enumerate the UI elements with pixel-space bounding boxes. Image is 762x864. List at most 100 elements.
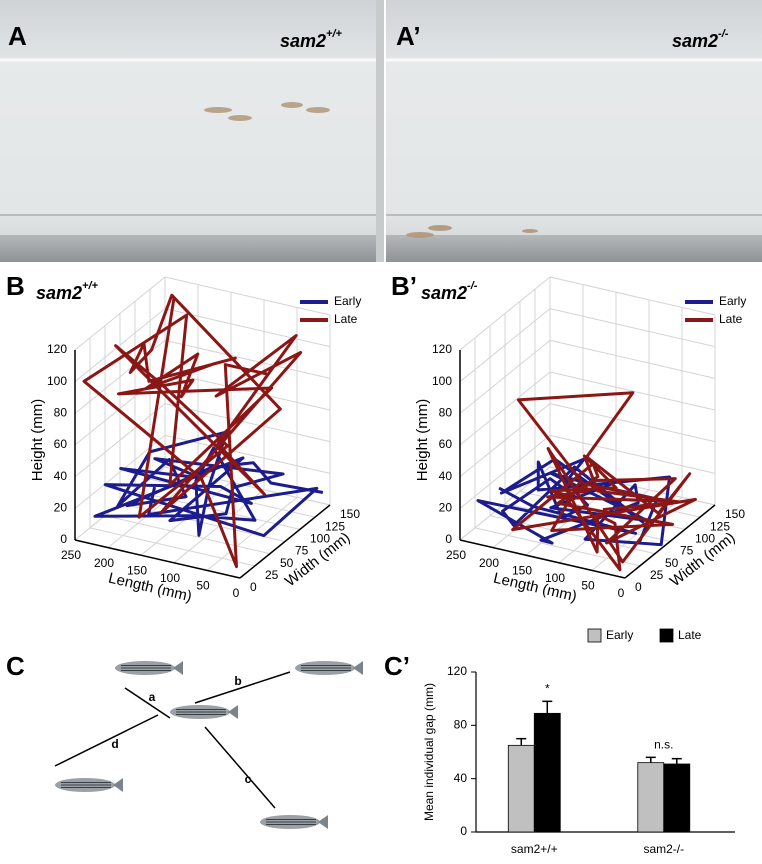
z-tick-label: 20 [54,501,68,515]
edge-label: a [149,690,156,704]
genotype: -/- [718,28,729,40]
y-tick-label: 0 [460,824,467,838]
x-tick-label: 100 [545,571,565,585]
panel-label: B [6,271,25,301]
annotation: n.s. [654,738,673,752]
legend-label: Early [719,294,746,308]
z-tick-label: 100 [47,374,67,388]
z-axis-title: Height (mm) [29,399,46,482]
z-axis-title: Height (mm) [414,399,431,482]
z-tick-label: 60 [54,437,68,451]
x-tick-label: sam2+/+ [511,842,558,856]
z-tick-label: 80 [54,406,68,420]
legend-label: Late [719,312,743,326]
grid-line [549,403,716,443]
panel-label: C [6,651,25,681]
gene: sam2 [672,31,718,51]
x-tick-label: 200 [479,556,499,570]
x-tick-label: 150 [127,563,147,577]
y-tick-label: 25 [265,568,279,582]
z-tick-label: 120 [432,342,452,356]
grid-line [549,371,716,411]
y-tick-label: 50 [665,556,679,570]
grid-line [549,434,716,474]
panel-label: A’ [396,21,421,51]
z-tick-label: 0 [445,532,452,546]
gene: sam2 [421,283,467,303]
x-tick-label: 150 [512,563,532,577]
x-tick-label: 0 [233,586,240,600]
panel-label: A [8,21,27,51]
z-tick-label: 0 [60,532,67,546]
grid-line [164,403,331,443]
genotype-label: sam2+/+ [280,28,343,51]
y-tick-label: 25 [650,568,664,582]
edge-label: c [245,772,252,786]
bar [663,763,691,833]
y-axis [624,504,716,579]
fish-icons [55,661,363,829]
fish-tail [318,815,328,829]
genotype-label: sam2+/+ [36,280,99,303]
y-tick-label: 40 [454,771,468,785]
x-tick-label: 50 [581,579,595,593]
legend-label: Late [678,628,702,642]
x-tick-label: sam2-/- [643,842,684,856]
x-axis [74,539,241,579]
grid-line [549,308,716,348]
panel-label: B’ [391,271,417,301]
y-tick-label: 100 [310,532,330,546]
genotype-label: sam2-/- [421,280,478,303]
grid-line [164,339,331,379]
y-axis [239,504,331,579]
y-tick-label: 100 [695,532,715,546]
edge-label: d [111,737,118,751]
x-tick-label: 0 [618,586,625,600]
photo-left [0,0,384,262]
legend-swatch [659,628,674,643]
x-axis [459,539,626,579]
x-tick-label: 250 [61,548,81,562]
genotype-label: sam2-/- [672,28,729,51]
bar [533,712,561,833]
grid-line [549,339,716,379]
gene: sam2 [36,283,82,303]
grid-line [164,276,331,316]
y-axis-title: Mean individual gap (mm) [422,683,436,821]
legend-label: Late [334,312,358,326]
fish-tail [228,705,238,719]
edge-label: b [234,674,241,688]
y-tick-label: 50 [280,556,294,570]
genotype: +/+ [326,28,342,40]
z-tick-label: 40 [54,469,68,483]
y-tick-label: 0 [250,580,257,594]
gene: sam2 [280,31,326,51]
legend-label: Early [606,628,633,642]
grid-line [164,371,331,411]
z-tick-label: 120 [47,342,67,356]
grid-line [89,527,256,567]
fish-tail [353,661,363,675]
y-tick-label: 75 [295,544,309,558]
genotype: +/+ [82,280,98,292]
z-tick-label: 60 [439,437,453,451]
annotation: * [545,682,550,696]
x-tick-label: 50 [196,579,210,593]
grid-line [104,515,271,555]
z-tick-label: 100 [432,374,452,388]
x-axis-title: Length (mm) [492,570,579,606]
fish-tail [113,778,123,792]
fish-tail [173,661,183,675]
grid-line [549,276,716,316]
y-tick-label: 80 [454,718,468,732]
bar [637,762,665,833]
legend-swatch [587,628,602,643]
z-tick-label: 20 [439,501,453,515]
photo-right [386,0,762,262]
x-tick-label: 200 [94,556,114,570]
y-tick-label: 120 [447,664,467,678]
x-tick-label: 250 [446,548,466,562]
x-axis-title: Length (mm) [107,570,194,606]
bar [507,744,535,833]
